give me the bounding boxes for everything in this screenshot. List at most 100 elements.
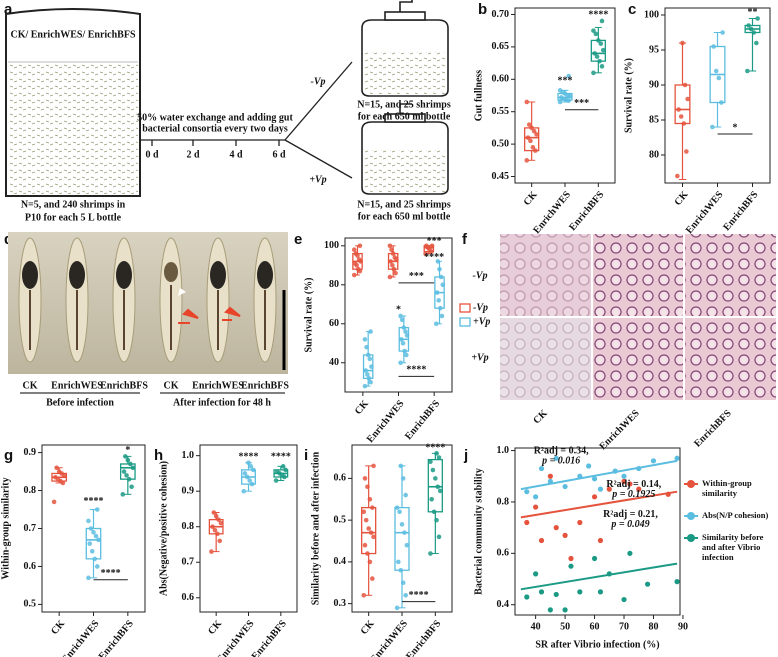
data-point xyxy=(398,463,404,469)
legend-label: Within-group similarity xyxy=(702,478,752,498)
photo-label: EnrichBFS xyxy=(241,380,289,391)
bottle-caption: for each 650 ml bottle xyxy=(358,111,451,122)
y-axis-label: Survival rate (%) xyxy=(623,58,634,133)
data-point xyxy=(365,372,370,377)
data-point xyxy=(438,305,443,311)
panel-label: f xyxy=(462,231,468,248)
data-point xyxy=(577,519,583,526)
y-tick-label: 80 xyxy=(329,279,339,290)
data-point xyxy=(439,313,445,319)
data-point xyxy=(54,465,59,471)
y-tick-label: 0.6 xyxy=(182,592,195,603)
data-point xyxy=(428,459,433,465)
data-point xyxy=(424,243,429,249)
data-point xyxy=(130,465,136,471)
data-point xyxy=(91,529,96,535)
data-point xyxy=(553,525,559,531)
y-tick-label: 0.9 xyxy=(182,485,195,496)
y-tick-label: 0.8 xyxy=(182,521,195,532)
y-tick-label: 0.6 xyxy=(334,473,347,484)
data-point xyxy=(606,486,612,492)
data-point xyxy=(598,41,604,46)
significance: *** xyxy=(558,76,573,87)
data-point xyxy=(621,596,627,603)
data-point xyxy=(212,527,218,533)
data-point xyxy=(650,458,657,464)
x-tick-label: CK xyxy=(522,189,540,208)
x-tick-label: 40 xyxy=(531,621,541,632)
x-tick-label: EnrichBFS xyxy=(97,618,136,657)
data-point xyxy=(353,251,359,256)
photo-label: EnrichWES xyxy=(192,380,244,391)
data-point xyxy=(399,317,405,323)
data-point xyxy=(390,262,395,268)
data-point xyxy=(218,520,224,526)
data-point xyxy=(594,54,600,59)
day-label: 6 d xyxy=(272,149,286,160)
data-point xyxy=(128,461,133,467)
significance: **** xyxy=(588,9,608,20)
data-point xyxy=(436,455,442,460)
panel-label: j xyxy=(463,447,468,464)
data-point xyxy=(365,551,370,556)
data-point xyxy=(533,494,539,500)
x-tick-label: EnrichBFS xyxy=(721,189,760,233)
x-tick-label: 80 xyxy=(648,621,658,632)
data-point xyxy=(621,473,627,479)
data-point xyxy=(557,99,563,105)
data-point xyxy=(710,124,715,130)
significance: **** xyxy=(84,496,104,507)
data-point xyxy=(430,467,436,473)
data-point xyxy=(86,518,91,524)
data-point xyxy=(92,556,98,562)
data-point xyxy=(528,138,533,144)
data-point xyxy=(364,344,369,350)
data-point xyxy=(597,537,604,544)
x-tick-label: 50 xyxy=(560,621,570,632)
y-tick-label: 1.0 xyxy=(497,445,510,456)
data-point xyxy=(248,464,254,469)
x-tick-label: 90 xyxy=(678,621,688,632)
panel-label: g xyxy=(4,447,13,464)
data-point xyxy=(436,298,442,303)
y-tick-label: 0.45 xyxy=(492,171,510,182)
column-label: EnrichWES xyxy=(597,408,642,453)
data-point xyxy=(86,575,91,581)
data-point xyxy=(748,26,754,32)
data-point xyxy=(404,542,410,548)
y-axis-label: Gut fullness xyxy=(473,70,484,122)
data-point xyxy=(273,478,279,483)
data-point xyxy=(547,473,553,479)
histology xyxy=(500,234,776,400)
data-point xyxy=(745,68,750,74)
data-point xyxy=(591,476,598,482)
data-point xyxy=(711,44,716,49)
y-axis-label: Bacterial community stability xyxy=(473,468,484,595)
data-point xyxy=(370,505,375,510)
significance: **** xyxy=(239,452,259,463)
beaker xyxy=(5,8,141,197)
data-point xyxy=(396,559,401,565)
data-point xyxy=(524,158,530,163)
data-point xyxy=(592,51,597,56)
treatment-text: 50% water exchange and adding gut xyxy=(137,112,293,123)
data-point xyxy=(434,517,439,523)
data-point xyxy=(94,564,100,569)
data-point xyxy=(51,499,57,505)
timeline xyxy=(140,61,353,179)
data-point xyxy=(597,486,604,492)
data-point xyxy=(242,471,248,476)
data-point xyxy=(431,509,437,515)
panel-label: i xyxy=(304,447,308,464)
y-tick-label: 95 xyxy=(649,44,659,55)
data-point xyxy=(361,509,367,515)
data-point xyxy=(404,333,410,338)
data-point xyxy=(438,274,444,280)
data-point xyxy=(524,489,530,495)
data-point xyxy=(591,70,596,76)
data-point xyxy=(125,457,131,463)
data-point xyxy=(123,454,128,459)
data-point xyxy=(403,329,408,334)
